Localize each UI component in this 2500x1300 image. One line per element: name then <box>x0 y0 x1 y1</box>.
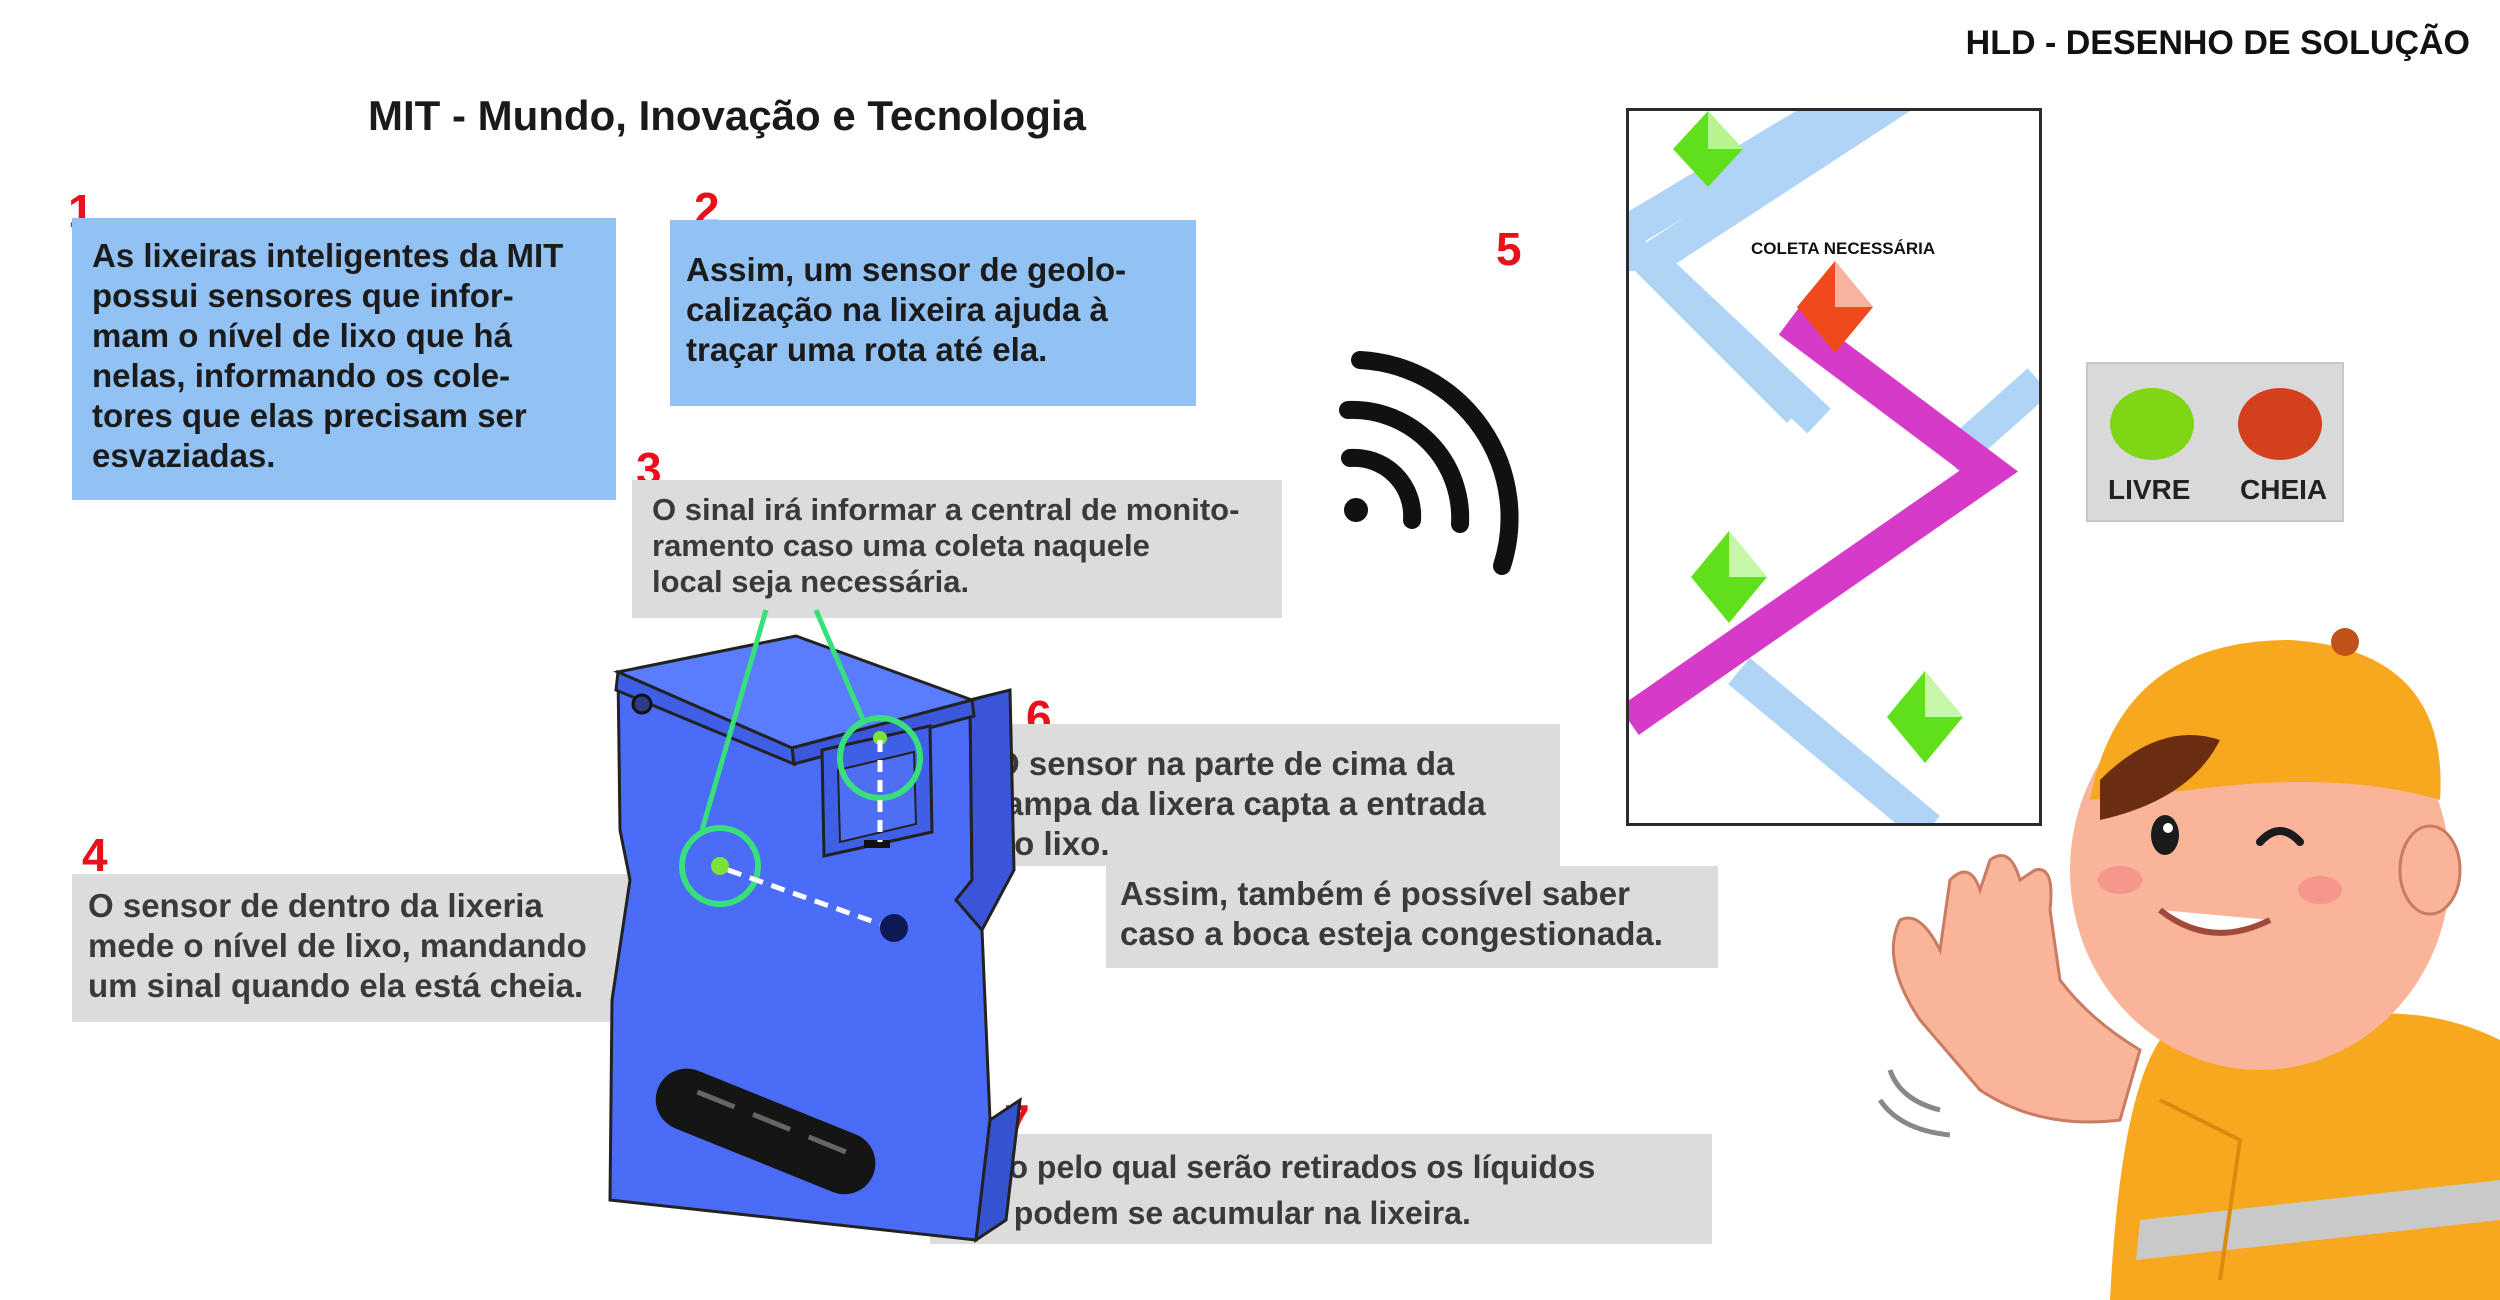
map-label: COLETA NECESSÁRIA <box>1751 239 1936 258</box>
map-pin-icon <box>1797 261 1873 353</box>
document-type: HLD - DESENHO DE SOLUÇÃO <box>1965 24 2470 62</box>
status-full-label: CHEIA <box>2240 474 2328 505</box>
step-2-text: Assim, um sensor de geolo- calização na … <box>670 220 1196 406</box>
status-free-label: LIVRE <box>2108 474 2191 505</box>
step-3-text: O sinal irá informar a central de monito… <box>632 480 1282 618</box>
map-pin-icon <box>1691 531 1767 623</box>
monitoring-map: COLETA NECESSÁRIA <box>1626 108 2042 826</box>
status-legend: LIVRE CHEIA <box>2086 362 2344 522</box>
step-7-text: Cano pelo qual serão retirados os líquid… <box>930 1134 1712 1244</box>
step-1-text: As lixeiras inteligentes da MIT possui s… <box>72 218 616 500</box>
step-4-text: O sensor de dentro da lixeria mede o nív… <box>72 874 642 1022</box>
step-5-number: 5 <box>1496 223 1522 275</box>
step-6-text: O sensor na parte de cima da tampa da li… <box>968 724 1560 866</box>
map-pin-icon <box>1887 671 1963 763</box>
map-pin-icon <box>1673 111 1743 187</box>
status-full-dot <box>2238 388 2322 460</box>
worker-illustration <box>1877 628 2500 1300</box>
step-4-number: 4 <box>82 829 108 881</box>
trash-bin-illustration <box>608 609 1022 1244</box>
step-6b-text: Assim, também é possível saber caso a bo… <box>1106 866 1718 968</box>
status-free-dot <box>2110 388 2194 460</box>
wifi-signal-icon <box>1339 351 1519 575</box>
map-streets <box>1629 111 2039 823</box>
page-title: MIT - Mundo, Inovação e Tecnologia <box>368 92 1086 139</box>
